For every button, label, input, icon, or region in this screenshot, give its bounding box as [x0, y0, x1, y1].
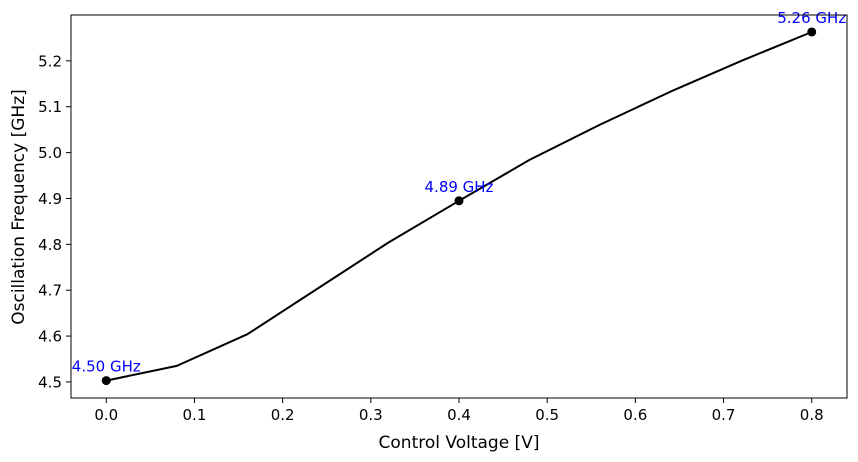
value-annotation: 4.50 GHz: [72, 358, 141, 376]
y-tick-label: 4.5: [38, 373, 62, 391]
value-annotation: 5.26 GHz: [777, 9, 846, 27]
x-tick-label: 0.1: [183, 406, 207, 424]
value-annotation: 4.89 GHz: [425, 178, 494, 196]
x-tick-label: 0.0: [94, 406, 118, 424]
x-tick-label: 0.6: [623, 406, 647, 424]
data-point-marker: [454, 196, 464, 206]
data-point-marker: [101, 376, 111, 386]
marker-annotations: 4.50 GHz 4.89 GHz 5.26 GHz: [72, 9, 847, 376]
x-tick-label: 0.8: [800, 406, 824, 424]
y-tick-label: 4.6: [38, 328, 62, 346]
y-tick-label: 5.1: [38, 98, 62, 116]
x-axis-ticks: 0.0 0.1 0.2 0.3 0.4 0.5 0.6 0.7 0.8: [94, 398, 824, 424]
x-tick-label: 0.3: [359, 406, 383, 424]
y-axis-ticks: 4.5 4.6 4.7 4.8 4.9 5.0 5.1 5.2: [38, 52, 71, 391]
data-point-marker: [807, 27, 817, 37]
y-tick-label: 5.2: [38, 52, 62, 70]
data-markers: [101, 27, 817, 386]
y-tick-label: 4.7: [38, 282, 62, 300]
x-tick-label: 0.5: [535, 406, 559, 424]
y-tick-label: 4.8: [38, 236, 62, 254]
x-axis-label: Control Voltage [V]: [379, 433, 540, 453]
y-tick-label: 5.0: [38, 144, 62, 162]
x-tick-label: 0.4: [447, 406, 471, 424]
x-tick-label: 0.7: [712, 406, 736, 424]
x-tick-label: 0.2: [271, 406, 295, 424]
y-axis-label: Oscillation Frequency [GHz]: [9, 89, 29, 325]
y-tick-label: 4.9: [38, 190, 62, 208]
